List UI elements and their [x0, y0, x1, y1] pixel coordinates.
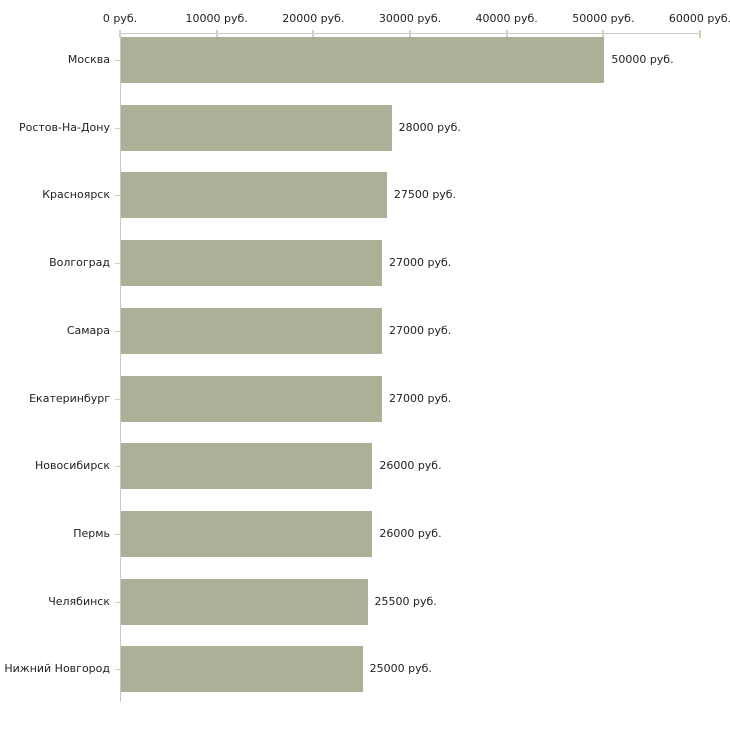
value-label: 25000 руб.: [369, 662, 432, 676]
x-axis-tick-label: 10000 руб.: [185, 12, 248, 25]
category-tick: [115, 127, 120, 129]
value-label: 26000 руб.: [379, 526, 442, 540]
category-tick: [115, 533, 120, 535]
category-tick: [115, 398, 120, 400]
x-axis-tick: [409, 30, 411, 38]
value-label: 50000 руб.: [611, 53, 674, 66]
x-axis-tick: [602, 30, 605, 38]
value-label: 27000 руб.: [389, 256, 452, 270]
value-label: 27000 руб.: [389, 391, 452, 405]
bar: [121, 578, 368, 625]
category-label: Екатеринбург: [29, 391, 110, 405]
x-axis-tick-label: 30000 руб.: [378, 12, 442, 25]
category-label: Самара: [66, 323, 110, 337]
x-axis-tick: [119, 30, 121, 38]
x-axis-tick-label: 20000 руб.: [282, 12, 345, 25]
category-tick: [115, 60, 120, 61]
category-tick: [115, 195, 120, 197]
x-axis-tick-label: 50000 руб.: [572, 12, 635, 25]
category-tick: [115, 263, 120, 265]
bar: [121, 646, 363, 693]
x-axis-tick: [505, 30, 508, 38]
category-tick: [115, 669, 120, 671]
category-label: Пермь: [73, 526, 110, 540]
x-axis-tick: [699, 30, 701, 38]
value-label: 28000 руб.: [398, 120, 461, 134]
x-axis-tick-label: 40000 руб.: [475, 12, 538, 25]
bar: [121, 375, 382, 422]
category-label: Москва: [67, 53, 110, 66]
category-label: Волгоград: [49, 256, 110, 270]
category-label: Новосибирск: [34, 459, 110, 473]
x-axis-tick-label: 0 руб.: [102, 12, 138, 25]
x-axis-tick: [312, 30, 315, 38]
y-axis-line: [120, 33, 121, 702]
value-label: 26000 руб.: [379, 459, 442, 473]
bar: [121, 307, 382, 354]
category-label: Красноярск: [42, 188, 110, 202]
bar: [121, 240, 382, 287]
category-label: Ростов-На-Дону: [18, 120, 110, 134]
bar: [121, 104, 392, 151]
category-tick: [115, 330, 120, 332]
category-tick: [115, 601, 120, 603]
category-tick: [115, 466, 120, 468]
x-axis-tick-label: 60000 руб.: [668, 12, 730, 25]
value-label: 27500 руб.: [393, 188, 457, 202]
bar: [121, 172, 387, 219]
bar: [121, 443, 373, 490]
bar: [121, 37, 605, 83]
bar: [121, 510, 373, 557]
value-label: 25500 руб.: [374, 594, 437, 608]
value-label: 27000 руб.: [389, 323, 452, 337]
x-axis-tick: [215, 30, 218, 38]
category-label: Челябинск: [48, 594, 110, 608]
category-label: Нижний Новгород: [4, 662, 110, 676]
